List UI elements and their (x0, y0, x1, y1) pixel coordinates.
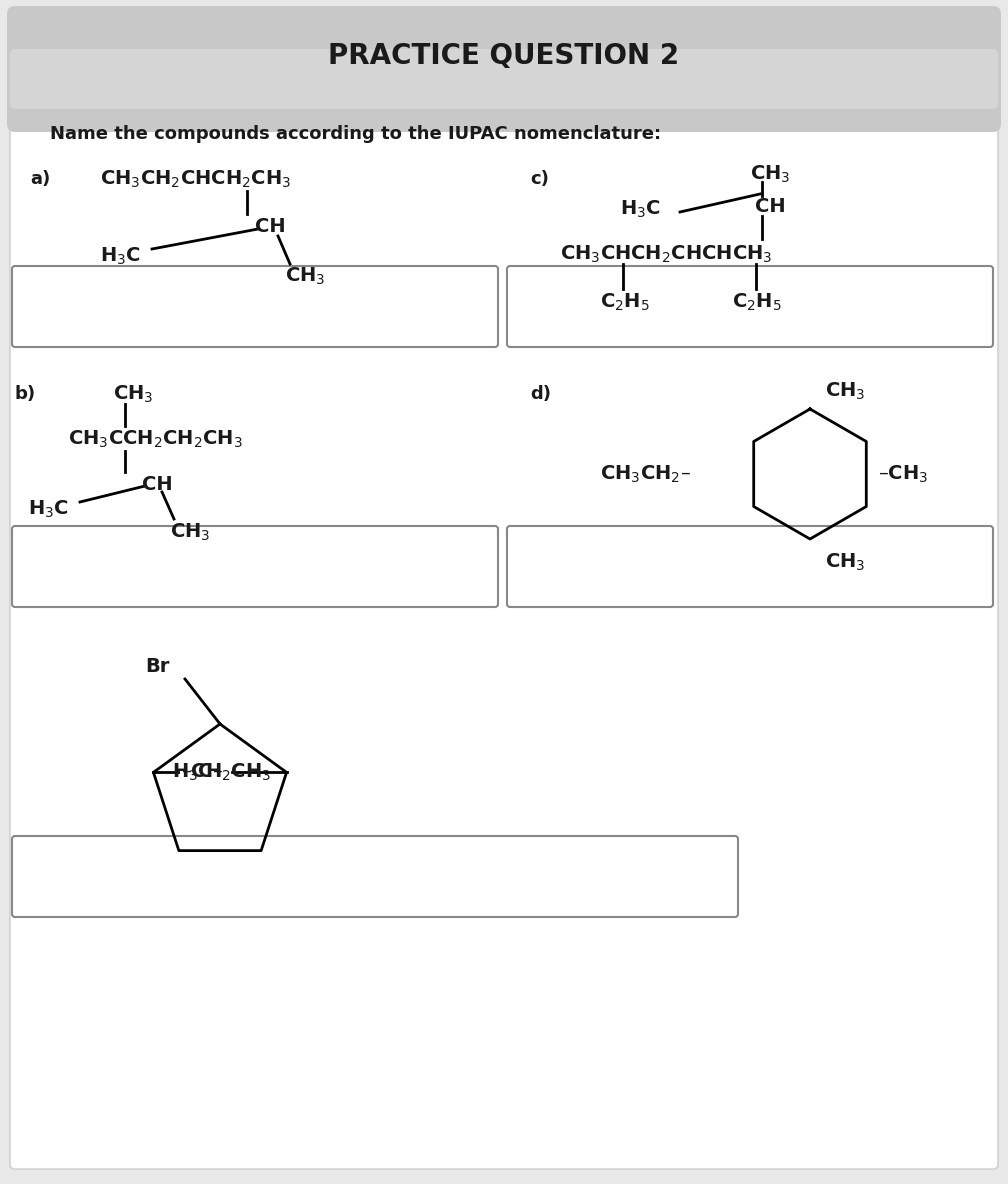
Text: CH$_3$CHCH$_2$CHCHCH$_3$: CH$_3$CHCH$_2$CHCHCH$_3$ (560, 244, 772, 265)
FancyBboxPatch shape (12, 526, 498, 607)
Text: –CH$_2$CH$_3$: –CH$_2$CH$_3$ (181, 761, 271, 783)
FancyBboxPatch shape (10, 9, 998, 1169)
Text: H$_3$C: H$_3$C (620, 199, 661, 220)
FancyBboxPatch shape (12, 266, 498, 347)
Text: CH$_3$: CH$_3$ (750, 163, 790, 185)
Text: CH: CH (255, 218, 285, 237)
Text: C$_2$H$_5$: C$_2$H$_5$ (732, 291, 782, 313)
Text: H$_3$C–: H$_3$C– (171, 761, 223, 783)
Text: CH$_3$: CH$_3$ (170, 521, 211, 542)
Text: a): a) (30, 170, 50, 188)
FancyBboxPatch shape (507, 266, 993, 347)
Text: c): c) (530, 170, 549, 188)
FancyBboxPatch shape (10, 49, 998, 109)
Text: –CH$_3$: –CH$_3$ (878, 463, 928, 484)
Text: PRACTICE QUESTION 2: PRACTICE QUESTION 2 (329, 41, 679, 70)
FancyBboxPatch shape (12, 836, 738, 916)
Text: H$_3$C: H$_3$C (100, 245, 141, 266)
Text: d): d) (530, 385, 551, 403)
Text: Br: Br (145, 656, 169, 676)
Text: CH$_3$: CH$_3$ (825, 380, 866, 401)
Text: CH$_3$: CH$_3$ (285, 265, 326, 287)
FancyBboxPatch shape (7, 6, 1001, 131)
Text: Name the compounds according to the IUPAC nomenclature:: Name the compounds according to the IUPA… (50, 126, 661, 143)
Text: CH$_3$CH$_2$–: CH$_3$CH$_2$– (600, 463, 690, 484)
Text: CH$_3$: CH$_3$ (113, 384, 153, 405)
Text: CH$_3$: CH$_3$ (825, 552, 866, 573)
Text: b): b) (15, 385, 36, 403)
Text: H$_3$C: H$_3$C (28, 498, 69, 520)
Text: CH$_3$CH$_2$CHCH$_2$CH$_3$: CH$_3$CH$_2$CHCH$_2$CH$_3$ (100, 168, 291, 189)
Text: CH: CH (755, 198, 785, 217)
FancyBboxPatch shape (507, 526, 993, 607)
Text: CH: CH (142, 475, 172, 494)
Text: C$_2$H$_5$: C$_2$H$_5$ (600, 291, 650, 313)
Text: CH$_3$CCH$_2$CH$_2$CH$_3$: CH$_3$CCH$_2$CH$_2$CH$_3$ (68, 429, 243, 450)
